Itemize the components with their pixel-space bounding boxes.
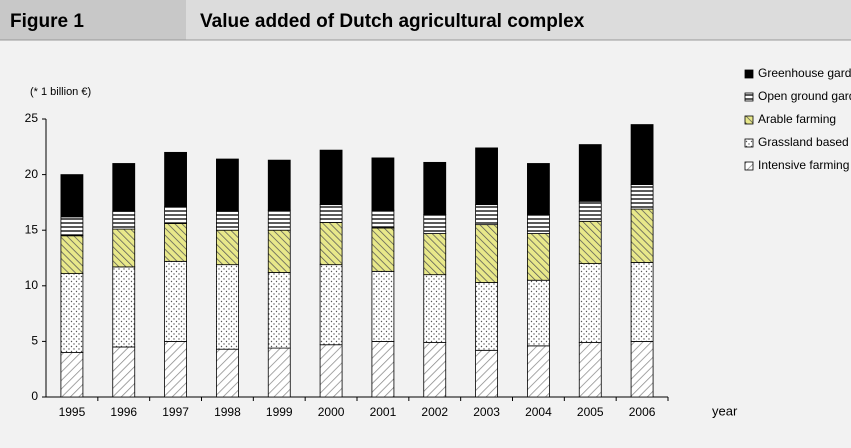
legend-swatch bbox=[744, 92, 754, 102]
bar-segment bbox=[630, 262, 654, 342]
bar-segment bbox=[527, 214, 550, 234]
bar-segment bbox=[371, 270, 395, 342]
bar-segment bbox=[371, 340, 395, 398]
bar-segment bbox=[630, 340, 654, 398]
bar-segment bbox=[112, 266, 136, 348]
bar-segment bbox=[423, 214, 447, 234]
bar-segment bbox=[216, 264, 239, 350]
bar-segment bbox=[475, 282, 498, 351]
bar-segment bbox=[371, 209, 395, 229]
figure-number: Figure 1 bbox=[10, 11, 84, 32]
bar-segment bbox=[423, 233, 447, 276]
bar-segment bbox=[60, 273, 84, 353]
y-tick-label: 0 bbox=[31, 389, 38, 403]
legend-swatch bbox=[744, 69, 754, 79]
bar-segment bbox=[527, 163, 550, 216]
bar-segment bbox=[112, 163, 136, 212]
bar-segment bbox=[216, 348, 239, 398]
bar-segment bbox=[578, 220, 602, 264]
bar-segment bbox=[60, 216, 84, 237]
y-tick-label: 20 bbox=[25, 167, 39, 181]
bar-segment bbox=[112, 210, 136, 230]
bar-segment bbox=[319, 344, 343, 398]
legend-swatch bbox=[744, 115, 754, 125]
bar-segment bbox=[60, 352, 84, 398]
bar-segment bbox=[527, 279, 550, 347]
legend-swatch bbox=[744, 138, 754, 148]
bar-segment bbox=[475, 147, 498, 206]
x-tick-label: 2006 bbox=[629, 405, 656, 419]
legend-swatch bbox=[744, 161, 754, 171]
bar-segment bbox=[164, 223, 187, 262]
bar-segment bbox=[578, 200, 602, 222]
header-figure-cell bbox=[0, 0, 186, 40]
bar-segment bbox=[319, 149, 343, 206]
bar-segment bbox=[267, 347, 291, 398]
x-axis-label: year bbox=[712, 403, 738, 418]
bar-segment bbox=[527, 233, 550, 281]
x-tick-label: 2004 bbox=[525, 405, 552, 419]
bar-segment bbox=[216, 229, 239, 266]
bar-segment bbox=[630, 184, 654, 210]
chart-title: Value added of Dutch agricultural comple… bbox=[200, 11, 585, 32]
bar-segment bbox=[267, 209, 291, 231]
bar-segment bbox=[475, 224, 498, 283]
x-tick-label: 1995 bbox=[59, 405, 86, 419]
bar-segment bbox=[578, 342, 602, 398]
y-tick-label: 10 bbox=[25, 278, 39, 292]
x-tick-label: 1998 bbox=[214, 405, 241, 419]
bar-segment bbox=[423, 342, 447, 398]
bar-segment bbox=[112, 346, 136, 398]
bar-segment bbox=[475, 204, 498, 226]
bar-segment bbox=[164, 206, 187, 224]
bar-segment bbox=[267, 159, 291, 211]
x-tick-label: 2000 bbox=[318, 405, 345, 419]
legend-label: Arable farming bbox=[758, 112, 836, 126]
bar-segment bbox=[371, 157, 395, 211]
x-tick-label: 2003 bbox=[473, 405, 500, 419]
y-tick-label: 15 bbox=[25, 222, 39, 236]
x-tick-label: 1997 bbox=[162, 405, 189, 419]
bar-segment bbox=[319, 264, 343, 346]
bar-segment bbox=[371, 227, 395, 272]
bar-segment bbox=[164, 260, 187, 342]
bar-segment bbox=[630, 124, 654, 186]
bar-segment bbox=[267, 229, 291, 273]
bar-segment bbox=[216, 210, 239, 231]
bar-segment bbox=[216, 158, 239, 212]
bar-segment bbox=[267, 272, 291, 349]
bar-segment bbox=[578, 263, 602, 343]
bar-segment bbox=[319, 222, 343, 266]
bar-segment bbox=[112, 228, 136, 268]
legend-label: Greenhouse gardening bbox=[758, 66, 851, 80]
y-tick-label: 5 bbox=[31, 334, 38, 348]
x-tick-label: 1996 bbox=[110, 405, 137, 419]
bar-segment bbox=[164, 340, 187, 398]
legend-label: Grassland based livestock bbox=[758, 135, 851, 149]
bar-segment bbox=[527, 345, 550, 398]
bar-segment bbox=[475, 349, 498, 398]
bar-segment bbox=[423, 274, 447, 343]
bar-segment bbox=[164, 151, 187, 208]
bar-segment bbox=[60, 235, 84, 274]
legend-label: Intensive farming bbox=[758, 158, 849, 172]
y-tick-label: 25 bbox=[25, 111, 39, 125]
legend-label: Open ground gardening bbox=[758, 89, 851, 103]
x-tick-label: 2005 bbox=[577, 405, 604, 419]
bar-segment bbox=[423, 161, 447, 216]
x-tick-label: 1999 bbox=[266, 405, 293, 419]
unit-note: (* 1 billion €) bbox=[30, 86, 91, 98]
x-tick-label: 2001 bbox=[370, 405, 397, 419]
x-tick-label: 2002 bbox=[421, 405, 448, 419]
bar-segment bbox=[578, 144, 602, 202]
bar-segment bbox=[60, 174, 84, 218]
bar-segment bbox=[319, 204, 343, 223]
bar-segment bbox=[630, 208, 654, 263]
